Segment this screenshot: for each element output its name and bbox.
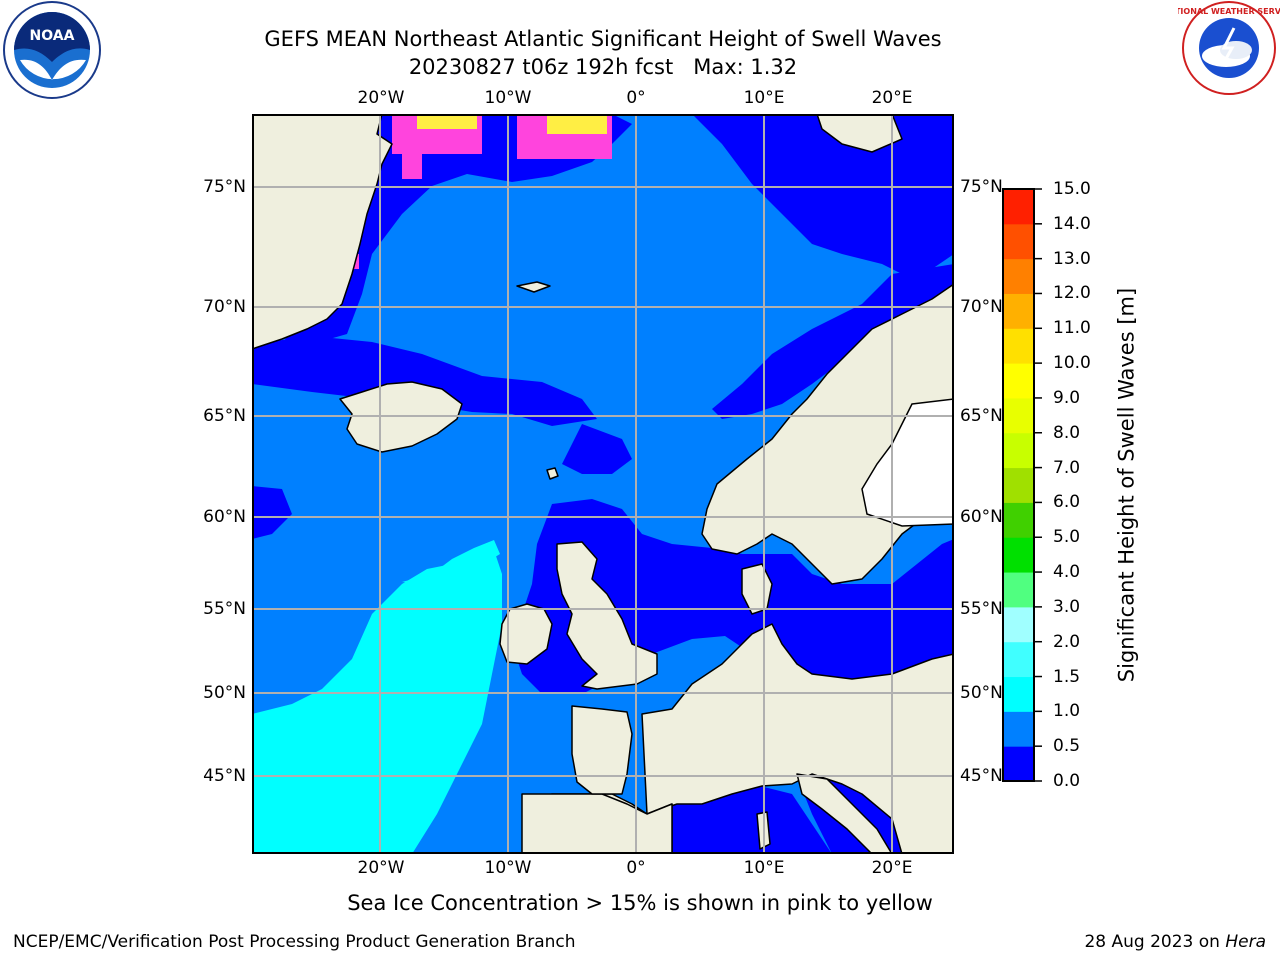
colorbar-tick-label: 9.0 [1053,387,1081,408]
inland-white [861,398,954,527]
footer-host: Hera [1225,932,1266,952]
land-italy [796,773,893,854]
colorbar-cell [1003,223,1034,260]
colorbar [1002,188,1042,782]
lon-tick-bottom-2: 0° [626,858,646,878]
sea-ice-caption: Sea Ice Concentration > 15% is shown in … [347,891,933,915]
footer-date-text: 28 Aug 2023 on [1084,932,1220,952]
land-ireland [499,603,553,665]
map-subtitle: 20230827 t06z 192h fcst Max: 1.32 [408,55,798,79]
colorbar-cell [1003,711,1034,747]
lat-tick-right-6: 45°N [960,766,1003,786]
map-title: GEFS MEAN Northeast Atlantic Significant… [264,27,942,51]
colorbar-tick-label: 6.0 [1053,492,1081,513]
colorbar-cell [1003,641,1034,678]
lon-tick-top-1: 10°W [484,88,532,108]
colorbar-cell [1003,572,1034,608]
colorbar-tick-label: 2.0 [1053,631,1081,652]
lat-tick-left-1: 70°N [203,297,246,317]
colorbar-label: Significant Height of Swell Waves [m] [1114,287,1139,683]
colorbar-cell [1003,397,1034,434]
land-greenland [252,114,393,350]
footer-credit: NCEP/EMC/Verification Post Processing Pr… [13,932,576,952]
lat-tick-left-2: 65°N [203,406,246,426]
lon-tick-bottom-1: 10°W [484,858,532,878]
lat-tick-right-0: 75°N [960,177,1003,197]
colorbar-cell [1003,258,1034,294]
colorbar-cell [1003,363,1034,399]
lon-tick-top-4: 20°E [871,88,913,108]
colorbar-tick-label: 7.0 [1053,457,1081,478]
lon-tick-bottom-4: 20°E [871,858,913,878]
colorbar-tick-label: 11.0 [1053,318,1091,339]
colorbar-tick-label: 8.0 [1053,422,1081,443]
lat-tick-left-3: 60°N [203,507,246,527]
colorbar-cell [1003,467,1034,503]
colorbar-cell [1003,328,1034,364]
lat-tick-left-6: 45°N [203,766,246,786]
lon-tick-bottom-3: 10°E [743,858,785,878]
colorbar-cell [1003,502,1034,538]
lat-tick-left-4: 55°N [203,599,246,619]
lat-tick-right-4: 55°N [960,599,1003,619]
lon-tick-top-3: 10°E [743,88,785,108]
lon-tick-bottom-0: 20°W [357,858,405,878]
colorbar-tick-label: 12.0 [1053,283,1091,304]
lat-tick-right-1: 70°N [960,297,1003,317]
colorbar-cell [1003,189,1034,225]
colorbar-tick-label: 14.0 [1053,213,1091,234]
colorbar-tick-label: 4.0 [1053,562,1081,583]
colorbar-tick-label: 15.0 [1053,179,1091,199]
lat-tick-left-0: 75°N [203,177,246,197]
footer-date: 28 Aug 2023 on Hera [1084,932,1266,952]
colorbar-cell [1003,432,1034,469]
colorbar-cell [1003,293,1034,329]
nws-logo: NATIONAL WEATHER SERVICE [1178,1,1280,95]
colorbar-tick-label: 5.0 [1053,527,1081,548]
lon-tick-top-2: 0° [626,88,646,108]
map [252,114,954,854]
lat-tick-left-5: 50°N [203,683,246,703]
colorbar-cell [1003,606,1034,643]
colorbar-tick-label: 0.5 [1053,736,1081,757]
land-svalbard [816,114,903,153]
colorbar-tick-label: 3.0 [1053,596,1081,617]
noaa-logo: NOAA [3,1,101,99]
colorbar-cell [1003,746,1034,782]
colorbar-cell [1003,537,1034,573]
colorbar-tick-label: 0.0 [1053,771,1081,791]
lat-tick-right-3: 60°N [960,507,1003,527]
nws-logo-text: NATIONAL WEATHER SERVICE [1178,7,1280,16]
colorbar-tick-label: 10.0 [1053,353,1091,374]
colorbar-tick-label: 1.5 [1053,666,1081,687]
lon-tick-top-0: 20°W [357,88,405,108]
lat-tick-right-5: 50°N [960,683,1003,703]
lat-tick-right-2: 65°N [960,406,1003,426]
noaa-logo-text: NOAA [30,28,75,44]
colorbar-tick-label: 1.0 [1053,701,1081,722]
colorbar-tick-label: 13.0 [1053,248,1091,269]
colorbar-cell [1003,676,1034,712]
graticule [252,114,954,854]
